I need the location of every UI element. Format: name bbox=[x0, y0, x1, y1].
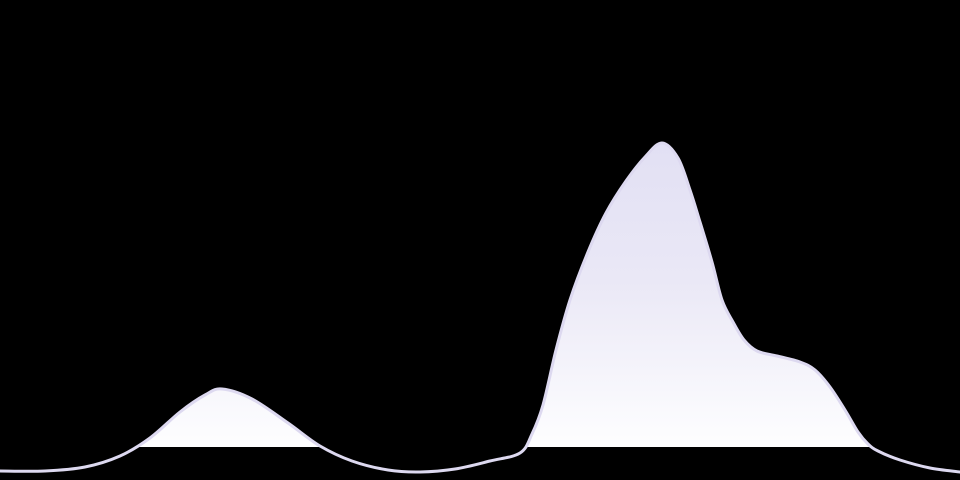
area-fill bbox=[0, 142, 960, 447]
curve-line bbox=[0, 141, 960, 474]
